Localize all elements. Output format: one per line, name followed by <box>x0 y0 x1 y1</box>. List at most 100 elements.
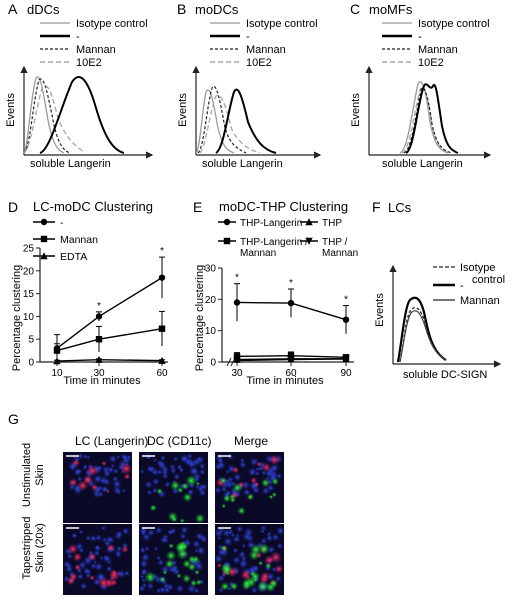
series-line <box>56 359 163 362</box>
legend-label: THP-Langerin <box>240 218 302 229</box>
y-axis-label: Percentage clustering <box>11 265 23 371</box>
nucleus-stain <box>92 474 103 484</box>
legend-label: Mannan <box>246 44 286 56</box>
data-point <box>40 218 48 226</box>
legend-label: EDTA <box>60 251 87 263</box>
x-axis-label: Time in minutes <box>63 375 141 387</box>
nucleus-stain <box>64 564 74 574</box>
nucleus-stain <box>78 547 85 554</box>
cd11c-stain <box>232 482 243 493</box>
panel-letter: G <box>8 411 19 427</box>
legend-label: - <box>60 217 64 229</box>
nucleus-stain <box>112 467 119 475</box>
nucleus-stain <box>138 585 146 593</box>
panel-letter: E <box>193 199 202 215</box>
cd11c-stain <box>219 476 228 485</box>
data-point <box>53 347 61 354</box>
panel-letter: A <box>8 1 18 17</box>
curve-unstained <box>405 83 459 154</box>
data-point <box>95 356 103 363</box>
legend-label: Mannan <box>460 295 500 307</box>
nucleus-stain <box>121 527 130 536</box>
nucleus-stain <box>199 468 206 476</box>
langerin-stain <box>69 572 78 581</box>
nucleus-stain <box>99 556 104 561</box>
histogram-legend: Isotype control - Mannan 10E2 <box>40 18 148 69</box>
nucleus-stain <box>172 456 179 462</box>
significance-star: * <box>344 295 348 306</box>
y-tick-label: 10 <box>205 326 217 337</box>
nucleus-stain <box>194 561 204 572</box>
nucleus-stain <box>152 477 160 486</box>
cd11c-stain <box>269 579 279 589</box>
nucleus-stain <box>260 528 265 534</box>
cd11c-stain <box>190 579 198 587</box>
nucleus-stain <box>260 537 268 545</box>
cd11c-stain <box>171 516 178 523</box>
nucleus-stain <box>138 525 148 535</box>
nucleus-stain <box>217 458 223 464</box>
curve-isotype <box>399 307 447 363</box>
nucleus-stain <box>270 463 280 473</box>
panel-letter: D <box>8 199 18 215</box>
chart-legend: - Mannan EDTA <box>33 217 98 263</box>
panel-g: G LC (Langerin) DC (CD11c) Merge Unstimu… <box>8 411 286 595</box>
plot-area: 0 10 20 30 30 60 90 * * * <box>205 264 354 379</box>
data-point <box>40 252 48 260</box>
cd11c-stain <box>221 503 226 509</box>
nucleus-stain <box>196 456 202 462</box>
data-point <box>342 355 350 363</box>
nucleus-stain <box>66 552 74 560</box>
significance-star: * <box>235 273 239 284</box>
langerin-stain <box>123 473 131 480</box>
nucleus-stain <box>233 473 242 482</box>
data-point <box>40 235 48 243</box>
langerin-stain <box>216 562 222 568</box>
panel-f: F LCs Events soluble DC-SIGN Isotype con… <box>372 199 505 381</box>
nucleus-stain <box>275 526 286 536</box>
y-tick-label: 10 <box>23 312 35 323</box>
legend-label: Isotype <box>460 262 495 274</box>
panel-title: moMFs <box>369 2 413 17</box>
legend-label: Isotype control <box>246 18 318 30</box>
legend-label: Isotype control <box>418 18 490 30</box>
nucleus-stain <box>146 582 155 590</box>
langerin-stain <box>82 474 94 486</box>
legend-label: control <box>472 274 505 286</box>
cd11c-stain <box>176 548 189 560</box>
nucleus-stain <box>79 582 88 590</box>
langerin-stain <box>86 464 99 477</box>
y-tick-label: 0 <box>28 358 34 369</box>
data-point <box>158 325 166 332</box>
cd11c-stain <box>265 562 272 570</box>
cd11c-stain <box>185 474 198 487</box>
micrograph-grid <box>63 452 286 595</box>
nucleus-stain <box>187 460 197 469</box>
y-axis-label: Events <box>5 93 17 127</box>
nucleus-stain <box>164 481 171 488</box>
nucleus-stain <box>153 546 159 552</box>
data-point <box>287 299 295 307</box>
langerin-stain <box>256 461 262 467</box>
curve-10e2 <box>401 87 451 154</box>
nucleus-stain <box>121 488 127 493</box>
nucleus-stain <box>144 546 150 552</box>
row-label: Skin (20x) <box>34 523 46 573</box>
cd11c-stain <box>271 477 279 486</box>
nucleus-stain <box>261 486 271 495</box>
y-tick-label: 20 <box>205 295 217 306</box>
column-header: LC (Langerin) <box>75 434 148 448</box>
x-axis-label: soluble Langerin <box>202 158 283 170</box>
nucleus-stain <box>252 564 260 572</box>
nucleus-stain <box>76 572 84 581</box>
cd11c-stain <box>180 482 189 490</box>
cd11c-stain <box>176 573 182 579</box>
nucleus-stain <box>90 562 98 570</box>
cd11c-stain <box>179 518 185 524</box>
cd11c-stain <box>156 488 163 495</box>
langerin-stain <box>120 462 132 475</box>
nucleus-stain <box>123 570 131 577</box>
curve-mannan <box>197 85 247 154</box>
nucleus-stain <box>169 463 176 470</box>
nucleus-stain <box>223 536 234 547</box>
